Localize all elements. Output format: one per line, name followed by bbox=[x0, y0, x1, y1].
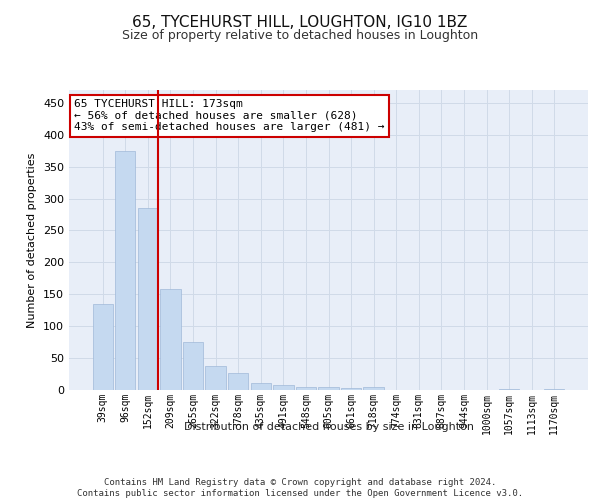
Text: Contains HM Land Registry data © Crown copyright and database right 2024.
Contai: Contains HM Land Registry data © Crown c… bbox=[77, 478, 523, 498]
Bar bbox=[364, 388, 384, 390]
Bar bbox=[273, 385, 293, 390]
Bar bbox=[205, 366, 226, 390]
Bar bbox=[183, 342, 203, 390]
Bar bbox=[499, 388, 519, 390]
Text: 65, TYCEHURST HILL, LOUGHTON, IG10 1BZ: 65, TYCEHURST HILL, LOUGHTON, IG10 1BZ bbox=[133, 15, 467, 30]
Text: Distribution of detached houses by size in Loughton: Distribution of detached houses by size … bbox=[184, 422, 474, 432]
Bar bbox=[228, 373, 248, 390]
Bar bbox=[251, 383, 271, 390]
Bar bbox=[319, 387, 338, 390]
Bar bbox=[341, 388, 361, 390]
Bar bbox=[115, 150, 136, 390]
Bar bbox=[138, 208, 158, 390]
Text: 65 TYCEHURST HILL: 173sqm
← 56% of detached houses are smaller (628)
43% of semi: 65 TYCEHURST HILL: 173sqm ← 56% of detac… bbox=[74, 99, 385, 132]
Bar bbox=[92, 304, 113, 390]
Y-axis label: Number of detached properties: Number of detached properties bbox=[28, 152, 37, 328]
Bar bbox=[160, 289, 181, 390]
Text: Size of property relative to detached houses in Loughton: Size of property relative to detached ho… bbox=[122, 28, 478, 42]
Bar bbox=[296, 387, 316, 390]
